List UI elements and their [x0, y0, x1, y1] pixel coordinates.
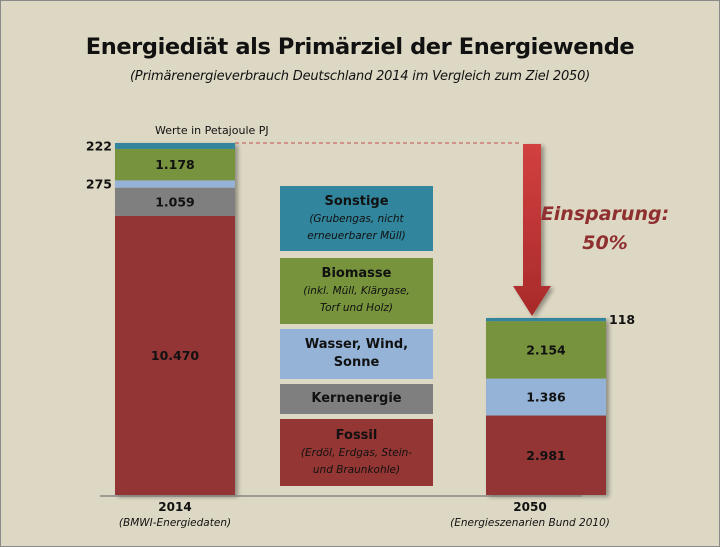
legend-sub: Torf und Holz)	[319, 302, 394, 314]
reduction-arrow-icon	[513, 144, 551, 317]
legend-item-fossil: Fossil (Erdöl, Erdgas, Stein- und Braunk…	[280, 419, 433, 486]
chart-subtitle: (Primärenergieverbrauch Deutschland 2014…	[129, 69, 591, 84]
x-tick-label: 2050	[513, 500, 547, 514]
legend-title: Biomasse	[321, 266, 392, 281]
labels-group: 10.470 1.059 275 1.178 222 2.981 1.386 2.154 118	[86, 138, 635, 462]
legend-item-biomasse: Biomasse (inkl. Müll, Klärgase, Torf und…	[280, 258, 433, 324]
chart-title: Energiediät als Primärziel der Energiewe…	[85, 34, 635, 60]
legend-title: Sonstige	[324, 193, 389, 209]
x-source-label: (Energieszenarien Bund 2010)	[450, 517, 610, 529]
data-label-fossil-2050: 2.981	[526, 448, 566, 463]
bar-segment-wasser-wind-sonne-2014	[115, 180, 235, 188]
bar-segment-sonstige-2050	[486, 318, 606, 322]
bar-segment-kernenergie-2014	[115, 187, 235, 216]
data-label-sonstige-2014: 222	[86, 138, 112, 153]
data-label-sonstige-2050: 118	[609, 312, 635, 327]
legend-sub: (inkl. Müll, Klärgase,	[303, 285, 410, 297]
bar-segment-wasser-wind-sonne-2050	[486, 378, 606, 416]
legend-sub: und Braunkohle)	[312, 463, 401, 476]
bar-segment-biomasse-2014	[115, 148, 235, 181]
savings-annotation: Einsparung: 50%	[540, 200, 670, 258]
legend-title: Wasser, Wind,	[304, 337, 409, 352]
savings-label: Einsparung:	[540, 203, 670, 225]
data-label-biomasse-2050: 2.154	[526, 342, 566, 357]
legend-title-line2: Sonne	[333, 355, 380, 370]
legend-item-sonstige: Sonstige (Grubengas, nicht erneuerbarer …	[280, 186, 433, 251]
x-label-2014: 2014 (BMWI-Energiedaten)	[100, 499, 250, 531]
legend-sub: erneuerbarer Müll)	[307, 229, 406, 242]
data-label-wasser-wind-sonne-2014: 275	[86, 176, 112, 191]
legend-item-wasser-wind-sonne: Wasser, Wind, Sonne	[280, 329, 433, 379]
data-label-fossil-2014: 10.470	[151, 348, 200, 363]
savings-value: 50%	[582, 232, 628, 254]
data-label-kernenergie-2014: 1.059	[155, 194, 195, 209]
bar-stack-2014	[115, 143, 235, 495]
bar-stack-2050	[486, 318, 606, 495]
data-label-biomasse-2014: 1.178	[155, 157, 195, 172]
bars-group	[115, 143, 606, 495]
legend-item-kernenergie: Kernenergie	[280, 384, 433, 414]
bar-segment-biomasse-2050	[486, 321, 606, 379]
legend-title: Kernenergie	[311, 391, 402, 406]
x-label-2050: 2050 (Energieszenarien Bund 2010)	[440, 499, 620, 531]
bar-segment-fossil-2050	[486, 415, 606, 495]
x-tick-label: 2014	[158, 500, 192, 514]
unit-note: Werte in Petajoule PJ	[155, 124, 269, 137]
bar-segment-sonstige-2014	[115, 143, 235, 149]
data-label-wasser-wind-sonne-2050: 1.386	[526, 390, 566, 405]
legend-title: Fossil	[335, 427, 378, 443]
legend-sub: (Erdöl, Erdgas, Stein-	[300, 446, 413, 459]
bar-segment-fossil-2014	[115, 215, 235, 495]
legend-sub: (Grubengas, nicht	[309, 212, 404, 225]
x-source-label: (BMWI-Energiedaten)	[118, 517, 232, 529]
